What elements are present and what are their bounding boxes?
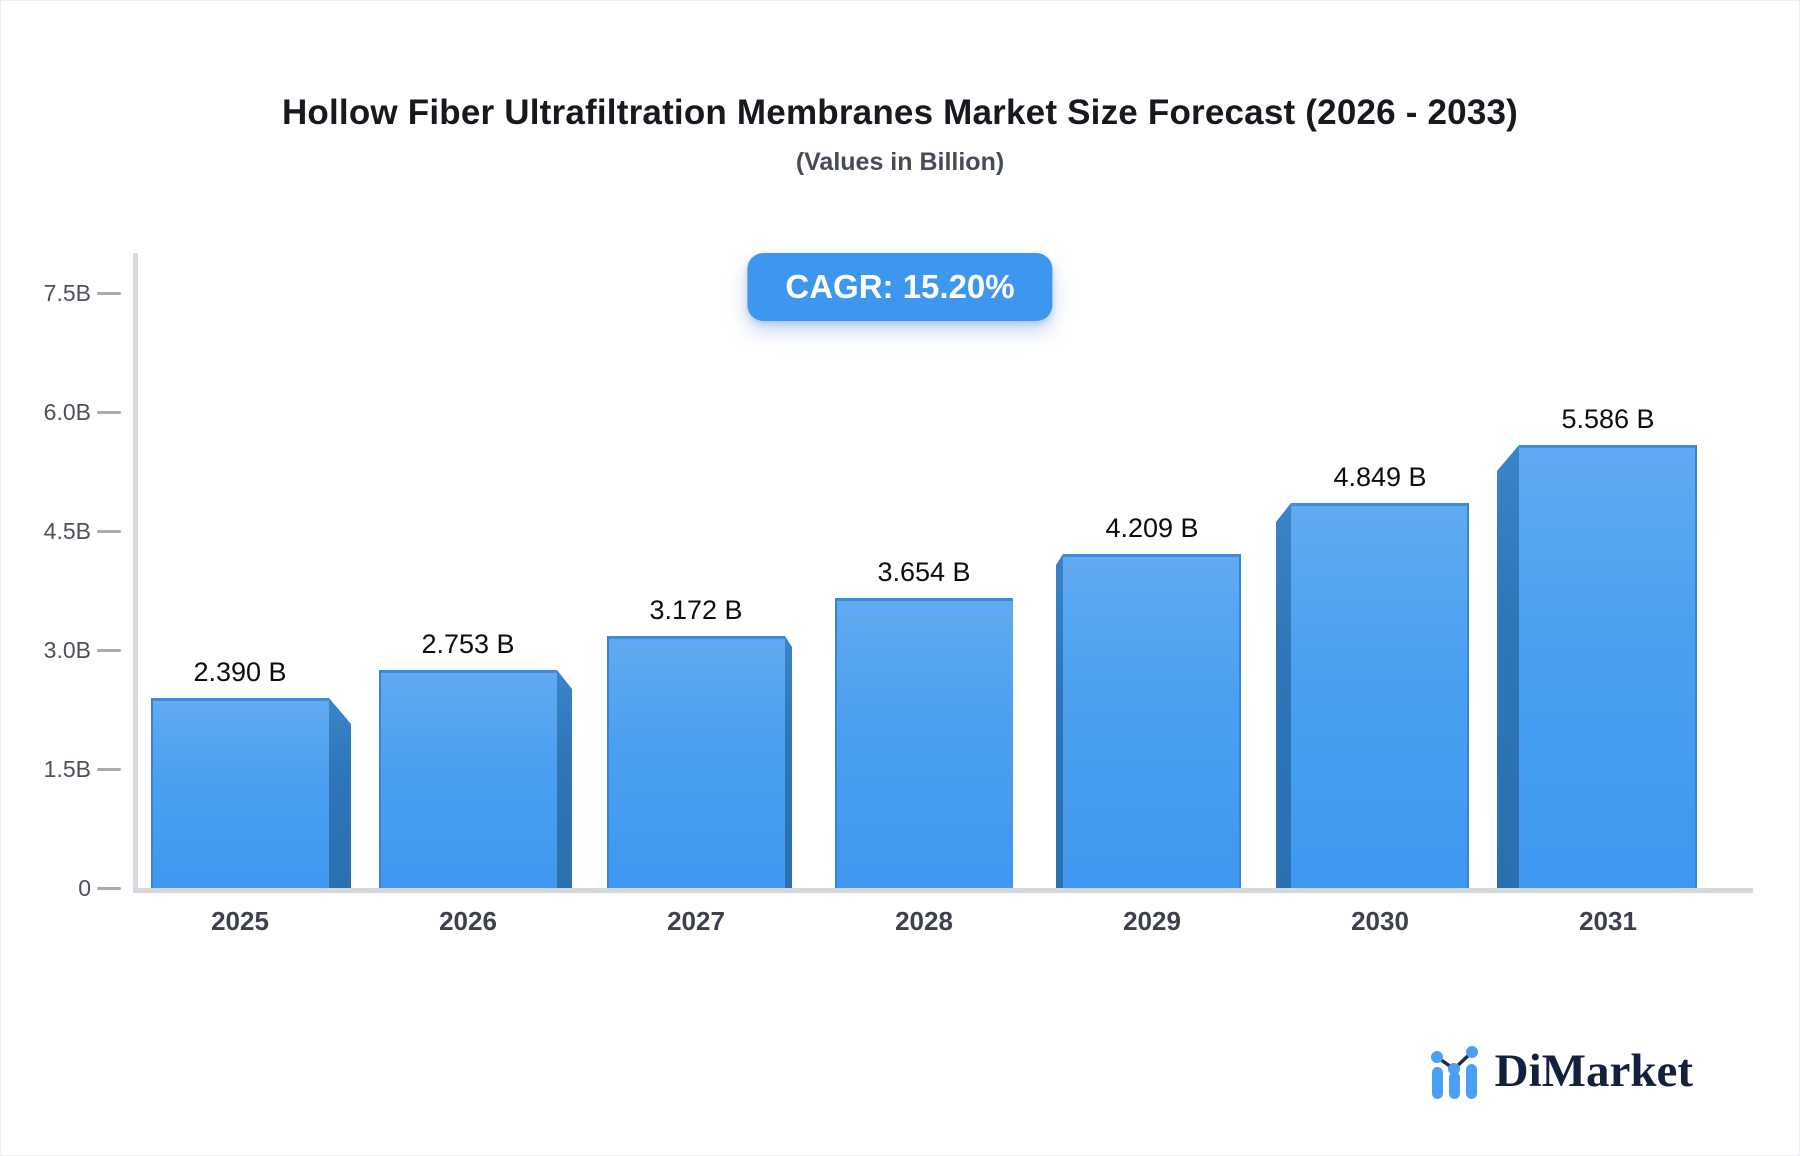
bar (1056, 554, 1241, 888)
bar-value-label: 3.654 B (877, 557, 971, 587)
bar (151, 698, 351, 888)
bar-side-face (557, 670, 572, 888)
chart-title: Hollow Fiber Ultrafiltration Membranes M… (281, 93, 1519, 132)
y-tick-mark (97, 649, 121, 652)
y-tick-mark (97, 292, 121, 296)
bar-value-label: 5.586 B (1561, 404, 1655, 434)
bar-side-face (785, 636, 792, 888)
y-axis-line (133, 253, 138, 893)
bar-side-face (329, 698, 351, 888)
x-tick-label: 2025 (211, 906, 269, 936)
y-tick-label: 6.0B (43, 399, 91, 426)
x-tick-label: 2029 (1123, 906, 1181, 936)
bar-side-face (1497, 445, 1519, 888)
bar-front-face (1291, 503, 1469, 888)
bar-value-label: 2.390 B (193, 657, 287, 687)
x-tick-label: 2028 (895, 906, 953, 936)
y-tick-label: 0 (78, 875, 91, 901)
bar (379, 670, 572, 888)
x-tick-label: 2026 (439, 906, 497, 936)
bar-chart-logo-icon (1430, 1046, 1478, 1099)
bar (1276, 503, 1469, 888)
y-tick-label: 3.0B (43, 637, 91, 663)
bar-value-label: 2.753 B (421, 629, 515, 659)
bar-front-face (151, 698, 329, 888)
cagr-badge: CAGR: 15.20% (747, 253, 1053, 321)
bar-front-face (379, 670, 557, 888)
y-tick-mark (97, 768, 121, 771)
x-tick-label: 2027 (667, 906, 725, 936)
bar-front-face (1519, 445, 1697, 888)
bar (835, 598, 1013, 888)
x-axis-line (133, 888, 1753, 893)
bar (607, 636, 792, 888)
bar-front-face (607, 636, 785, 888)
x-tick-label: 2031 (1579, 906, 1637, 936)
bar-front-face (835, 598, 1013, 888)
bar-value-label: 4.209 B (1105, 513, 1199, 543)
x-tick-label: 2030 (1351, 906, 1409, 936)
y-tick-mark (97, 530, 121, 533)
y-tick-label: 7.5B (43, 280, 91, 307)
y-tick-label: 4.5B (43, 518, 91, 544)
bar-value-label: 4.849 B (1333, 462, 1427, 492)
brand-logo: DiMarket (1429, 1041, 1693, 1101)
brand-logo-text: DiMarket (1494, 1045, 1693, 1097)
y-tick-mark (97, 411, 121, 415)
bar-value-label: 3.172 B (649, 595, 743, 625)
bar-front-face (1063, 554, 1241, 888)
bar (1497, 445, 1697, 888)
y-tick-label: 1.5B (43, 756, 91, 782)
bar-side-face (1056, 554, 1063, 888)
y-tick-mark (97, 887, 121, 890)
bar-side-face (1276, 503, 1291, 888)
chart-subtitle: (Values in Billion) (795, 148, 1005, 176)
